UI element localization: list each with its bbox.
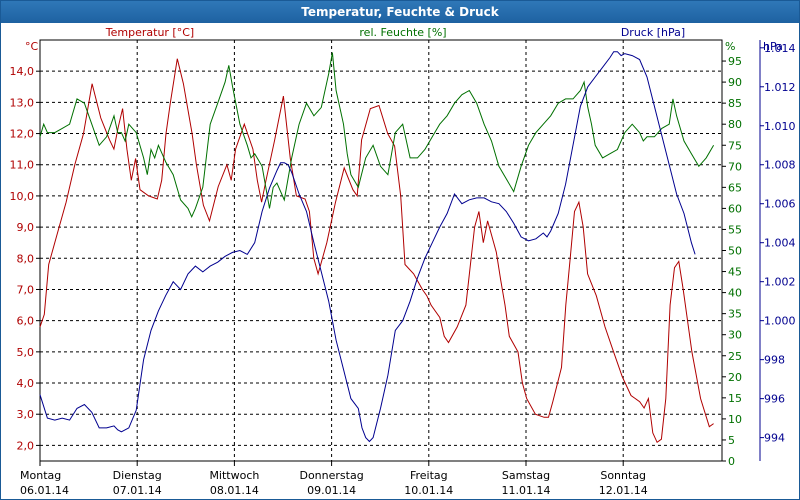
humidity-axis: 0 5 10 15 20 25 30 35 40 45 50 55 60 65 70 75 80 85 90 95 [722,55,742,468]
humidity-tick-label: 85 [728,97,742,110]
x-tick-date-label: 07.01.14 [113,484,162,497]
temperature-tick-label: 3,0 [17,408,35,421]
humidity-tick-label: 40 [728,287,742,300]
legend-humidity: rel. Feuchte [%] [359,26,446,39]
x-tick-date-label: 11.01.14 [502,484,551,497]
humidity-tick-label: 15 [728,392,742,405]
legend-pressure: Druck [hPa] [621,26,685,39]
window-title: Temperatur, Feuchte & Druck [1,1,799,23]
pressure-tick-label: 996 [764,393,785,406]
legend-temperature: Temperatur [°C] [105,26,194,39]
temperature-axis: 2,0 3,0 4,0 5,0 6,0 7,0 8,0 9,0 10,0 11,0 12,0 13,0… [10,65,40,452]
x-tick-day-label: Mittwoch [209,469,259,482]
temperature-tick-label: 4,0 [17,377,35,390]
pressure-tick-label: 1.002 [764,276,796,289]
pressure-tick-label: 1.012 [764,81,796,94]
pressure-tick-label: 998 [764,354,785,367]
pressure-tick-label: 1.006 [764,198,796,211]
pressure-tick-label: 1.008 [764,159,796,172]
humidity-tick-label: 10 [728,413,742,426]
temperature-tick-label: 14,0 [10,65,35,78]
x-tick-day-label: Donnerstag [299,469,363,482]
x-tick-date-label: 10.01.14 [404,484,453,497]
pressure-line [39,51,696,443]
humidity-tick-label: 35 [728,308,742,321]
temperature-tick-label: 12,0 [10,128,35,141]
x-tick-date-label: 08.01.14 [210,484,259,497]
humidity-tick-label: 55 [728,223,742,236]
humidity-unit-label: % [725,40,735,53]
humidity-tick-label: 80 [728,118,742,131]
pressure-tick-label: 1.004 [764,237,796,250]
temperature-tick-label: 7,0 [17,283,35,296]
humidity-tick-label: 50 [728,245,742,258]
temperature-tick-label: 11,0 [10,159,35,172]
x-tick-date-label: 06.01.14 [20,484,69,497]
x-axis: Montag 06.01.14 Dienstag 07.01.14 Mittwoch 08… [20,461,648,497]
temperature-tick-label: 5,0 [17,346,35,359]
pressure-tick-label: 1.000 [764,315,796,328]
temperature-tick-label: 10,0 [10,190,35,203]
humidity-tick-label: 65 [728,181,742,194]
humidity-tick-label: 20 [728,371,742,384]
humidity-tick-label: 30 [728,329,742,342]
humidity-tick-label: 25 [728,350,742,363]
humidity-line [39,52,715,219]
pressure-tick-label: 1.010 [764,120,796,133]
x-tick-day-label: Sonntag [600,469,646,482]
pressure-tick-label: 994 [764,432,785,445]
pressure-tick-label: 1.014 [764,42,796,55]
temperature-line [39,58,714,444]
temperature-tick-label: 2,0 [17,439,35,452]
temperature-unit-label: °C [25,40,39,53]
humidity-tick-label: 75 [728,139,742,152]
humidity-tick-label: 45 [728,266,742,279]
plot-frame [39,39,723,462]
humidity-tick-label: 95 [728,55,742,68]
pressure-axis: 994 996 998 1.000 1.002 1.004 1.006 1.008 1.010 1… [760,42,796,445]
series-lines [39,51,715,444]
humidity-tick-label: 70 [728,160,742,173]
temperature-tick-label: 6,0 [17,315,35,328]
temperature-tick-label: 8,0 [17,252,35,265]
x-tick-day-label: Samstag [502,469,550,482]
x-tick-date-label: 12.01.14 [599,484,648,497]
x-tick-day-label: Freitag [410,469,448,482]
temperature-tick-label: 13,0 [10,96,35,109]
humidity-tick-label: 0 [728,455,735,468]
grid [40,40,722,461]
humidity-tick-label: 90 [728,76,742,89]
x-tick-day-label: Montag [20,469,61,482]
pressure-unit-label: hPa [763,40,783,53]
temperature-tick-label: 9,0 [17,221,35,234]
x-tick-date-label: 09.01.14 [307,484,356,497]
humidity-tick-label: 60 [728,202,742,215]
humidity-tick-label: 5 [728,434,735,447]
x-tick-day-label: Dienstag [113,469,162,482]
